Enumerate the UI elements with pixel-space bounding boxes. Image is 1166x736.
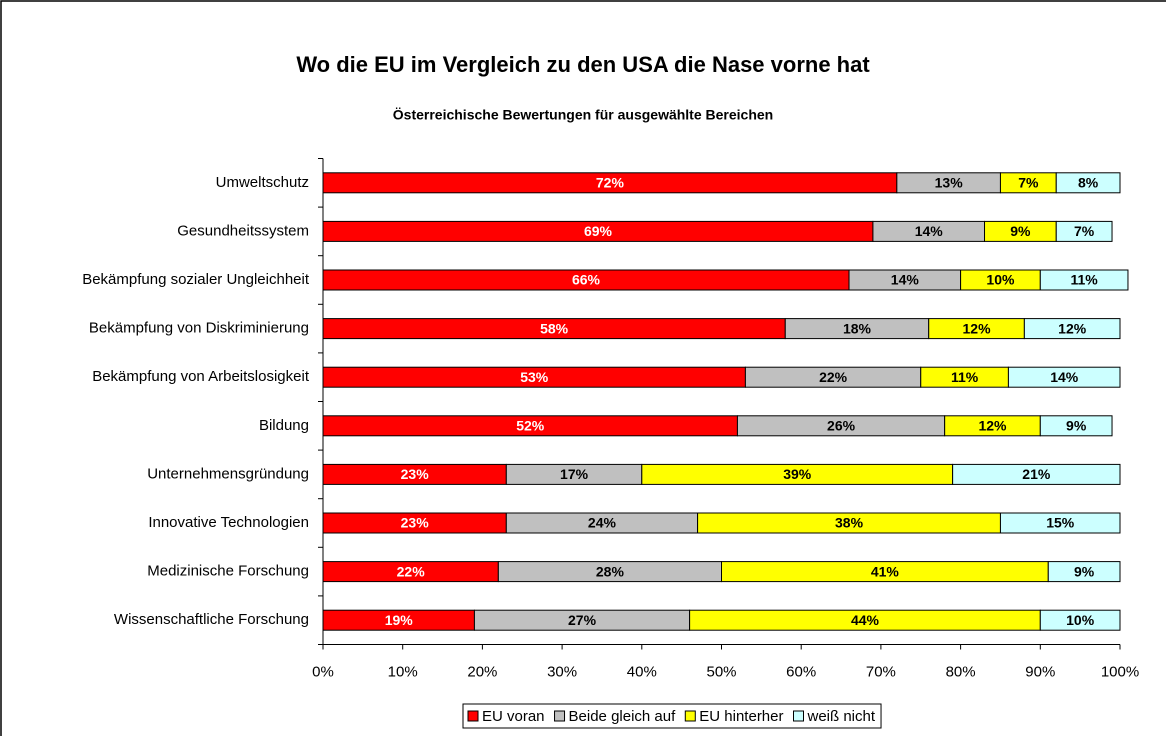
value-label: 18%: [843, 320, 872, 336]
legend-swatch: [554, 710, 566, 722]
bar-segment: [952, 463, 1121, 485]
bar-segment: [1047, 561, 1121, 583]
bar-segment: [1055, 220, 1113, 242]
legend-label: Beide gleich auf: [569, 708, 677, 725]
bar-segment: [1023, 318, 1121, 340]
value-label: 12%: [963, 320, 992, 336]
y-tick-label: Unternehmensgründung: [147, 465, 309, 482]
value-label: 7%: [1018, 175, 1039, 191]
legend-swatch: [467, 710, 479, 722]
value-label: 53%: [520, 369, 549, 385]
value-label: 10%: [1066, 612, 1095, 628]
bar-segment: [1039, 609, 1121, 631]
y-tick-label: Wissenschaftliche Forschung: [114, 611, 309, 628]
legend-label: weiß nicht: [807, 708, 876, 725]
value-label: 8%: [1078, 175, 1099, 191]
value-label: 66%: [572, 272, 601, 288]
value-label: 9%: [1066, 418, 1087, 434]
bar-segment: [1055, 172, 1121, 194]
value-label: 38%: [835, 515, 864, 531]
value-label: 7%: [1074, 223, 1095, 239]
x-tick-label: 10%: [388, 663, 418, 680]
value-label: 41%: [871, 563, 900, 579]
value-label: 22%: [397, 563, 426, 579]
x-tick-label: 90%: [1025, 663, 1055, 680]
y-tick-label: Innovative Technologien: [148, 514, 309, 531]
value-label: 27%: [568, 612, 597, 628]
value-label: 15%: [1046, 515, 1075, 531]
value-label: 12%: [978, 418, 1007, 434]
legend-label: EU voran: [482, 708, 545, 725]
bar-segment: [1039, 269, 1129, 291]
y-tick-label: Gesundheitssystem: [177, 222, 309, 239]
value-label: 39%: [783, 466, 812, 482]
value-label: 58%: [540, 320, 569, 336]
value-label: 11%: [951, 369, 979, 385]
x-tick-label: 60%: [786, 663, 816, 680]
value-label: 23%: [401, 515, 430, 531]
x-tick-label: 70%: [866, 663, 896, 680]
value-label: 14%: [891, 272, 920, 288]
x-tick-label: 100%: [1101, 663, 1139, 680]
value-label: 21%: [1022, 466, 1051, 482]
y-tick-label: Bildung: [259, 417, 309, 434]
y-tick-label: Bekämpfung von Diskriminierung: [89, 320, 309, 337]
y-tick-label: Bekämpfung von Arbeitslosigkeit: [92, 368, 310, 385]
bar-segment: [1007, 366, 1121, 388]
x-tick-label: 20%: [467, 663, 497, 680]
chart-title: Wo die EU im Vergleich zu den USA die Na…: [296, 52, 870, 77]
legend-swatch: [793, 710, 804, 722]
value-label: 23%: [401, 466, 430, 482]
legend-label: EU hinterher: [699, 708, 783, 725]
x-tick-label: 30%: [547, 663, 577, 680]
value-label: 12%: [1058, 320, 1087, 336]
value-label: 11%: [1071, 272, 1099, 288]
value-label: 13%: [935, 175, 964, 191]
y-tick-label: Bekämpfung sozialer Ungleichheit: [82, 271, 310, 288]
value-label: 28%: [596, 563, 625, 579]
chart-subtitle: Österreichische Bewertungen für ausgewäh…: [393, 107, 773, 123]
value-label: 26%: [827, 418, 856, 434]
x-tick-label: 0%: [312, 663, 334, 680]
value-label: 22%: [819, 369, 848, 385]
x-tick-label: 40%: [627, 663, 657, 680]
value-label: 52%: [516, 418, 545, 434]
value-label: 14%: [1050, 369, 1079, 385]
x-tick-label: 80%: [946, 663, 976, 680]
value-label: 17%: [560, 466, 589, 482]
x-tick-label: 50%: [706, 663, 736, 680]
value-label: 10%: [986, 272, 1015, 288]
bar-segment: [1039, 415, 1113, 437]
value-label: 14%: [915, 223, 944, 239]
value-label: 69%: [584, 223, 613, 239]
value-label: 24%: [588, 515, 617, 531]
value-label: 44%: [851, 612, 880, 628]
y-tick-label: Medizinische Forschung: [147, 563, 309, 580]
y-tick-label: Umweltschutz: [216, 174, 309, 191]
value-label: 9%: [1074, 563, 1095, 579]
value-label: 19%: [385, 612, 414, 628]
value-label: 9%: [1010, 223, 1031, 239]
legend: [462, 703, 882, 729]
value-label: 72%: [596, 175, 625, 191]
legend-swatch: [684, 710, 696, 722]
bar-segment: [999, 512, 1121, 534]
